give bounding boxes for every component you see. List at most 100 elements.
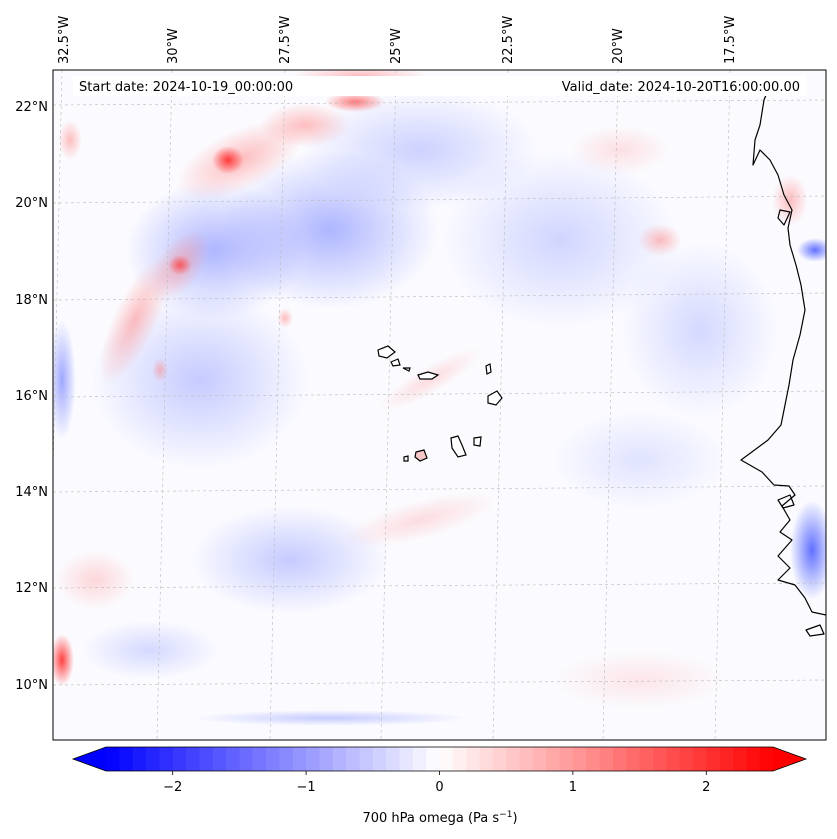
- lon-label: 30°W: [166, 28, 181, 64]
- colorbar-segment: [319, 747, 334, 771]
- island-santiago: [450, 435, 467, 458]
- colorbar-tick-label: −2: [163, 780, 182, 795]
- island-brava: [403, 455, 409, 462]
- colorbar-segment: [279, 747, 294, 771]
- colorbar-segment: [519, 747, 534, 771]
- colorbar-segment: [226, 747, 240, 771]
- colorbar-segment: [612, 747, 627, 771]
- colorbar: −2 −1 0 1 2 700 hPa omega (Pa s−1): [71, 746, 808, 826]
- colorbar-segment: [732, 747, 747, 771]
- longitude-labels: 32.5°W 30°W 27.5°W 25°W 22.5°W 20°W 17.5…: [57, 16, 738, 64]
- colorbar-max-arrow: [773, 747, 806, 771]
- colorbar-segment: [746, 747, 761, 771]
- colorbar-tick-label: 2: [702, 780, 710, 795]
- colorbar-segment: [692, 747, 707, 771]
- colorbar-tick-label: 1: [569, 780, 577, 795]
- cape-verde-islands: [377, 345, 503, 462]
- colorbar-segment: [452, 747, 467, 771]
- colorbar-segment: [146, 747, 160, 771]
- colorbar-segment: [266, 747, 281, 771]
- omega-field: [53, 70, 826, 740]
- colorbar-segment: [706, 747, 721, 771]
- colorbar-segment: [626, 747, 641, 771]
- island-maio: [473, 436, 482, 447]
- colorbar-segment: [586, 747, 601, 771]
- colorbar-segment: [292, 747, 307, 771]
- colorbar-segment: [652, 747, 667, 771]
- colorbar-segment: [572, 747, 587, 771]
- colorbar-segments: [106, 747, 774, 771]
- island-sal: [485, 363, 492, 375]
- descent-patches: [53, 70, 808, 710]
- colorbar-segment: [599, 747, 614, 771]
- colorbar-segment: [186, 747, 200, 771]
- colorbar-segment: [666, 747, 681, 771]
- lat-label: 10°N: [15, 678, 48, 693]
- island-fogo: [414, 449, 428, 462]
- colorbar-segment: [372, 747, 387, 771]
- colorbar-segment: [252, 747, 267, 771]
- ascent-patches: [53, 90, 826, 726]
- island-santa-luzia: [402, 367, 411, 372]
- lon-label: 17.5°W: [723, 16, 738, 64]
- colorbar-segment: [199, 747, 214, 771]
- lon-label: 27.5°W: [278, 16, 293, 64]
- colorbar-segment: [346, 747, 361, 771]
- colorbar-segment: [466, 747, 481, 771]
- colorbar-segment: [479, 747, 494, 771]
- gridlines: [53, 70, 826, 740]
- latitude-labels: 22°N 20°N 18°N 16°N 14°N 12°N 10°N: [15, 100, 48, 693]
- colorbar-segment: [119, 747, 134, 771]
- colorbar-segment: [679, 747, 694, 771]
- lat-label: 18°N: [15, 293, 48, 308]
- lon-label: 20°W: [611, 28, 626, 64]
- colorbar-segment: [332, 747, 347, 771]
- colorbar-segment: [759, 747, 774, 771]
- start-date-label: Start date: 2024-10-19_00:00:00: [79, 80, 293, 95]
- colorbar-segment: [426, 747, 441, 771]
- colorbar-tick-label: −1: [297, 780, 316, 795]
- colorbar-segment: [546, 747, 561, 771]
- lat-label: 22°N: [15, 100, 48, 115]
- colorbar-segment: [532, 747, 547, 771]
- colorbar-label: 700 hPa omega (Pa s−1): [362, 810, 517, 826]
- lat-label: 12°N: [15, 581, 48, 596]
- colorbar-ticks: −2 −1 0 1 2: [163, 771, 710, 795]
- island-santo-antao: [377, 345, 396, 359]
- colorbar-tick-label: 0: [435, 780, 443, 795]
- lon-label: 22.5°W: [501, 16, 516, 64]
- island-boa-vista: [487, 390, 503, 406]
- colorbar-segment: [399, 747, 414, 771]
- colorbar-segment: [639, 747, 654, 771]
- lat-label: 14°N: [15, 485, 48, 500]
- colorbar-segment: [106, 747, 120, 771]
- colorbar-segment: [506, 747, 521, 771]
- colorbar-segment: [359, 747, 374, 771]
- colorbar-segment: [719, 747, 734, 771]
- colorbar-segment: [212, 747, 227, 771]
- colorbar-segment: [439, 747, 454, 771]
- colorbar-outline: [71, 746, 808, 772]
- colorbar-segment: [132, 747, 147, 771]
- coastlines: [740, 84, 826, 637]
- colorbar-segment: [172, 747, 187, 771]
- colorbar-segment: [492, 747, 507, 771]
- colorbar-segment: [559, 747, 574, 771]
- colorbar-segment: [159, 747, 174, 771]
- island-sao-nicolau: [417, 371, 440, 380]
- lat-label: 20°N: [15, 196, 48, 211]
- lat-label: 16°N: [15, 389, 48, 404]
- island-sao-vicente: [390, 358, 401, 367]
- colorbar-segment: [306, 747, 321, 771]
- colorbar-segment: [412, 747, 427, 771]
- date-banner: [73, 76, 806, 96]
- colorbar-segment: [239, 747, 254, 771]
- lon-label: 25°W: [389, 28, 404, 64]
- colorbar-min-arrow: [73, 747, 106, 771]
- lon-label: 32.5°W: [57, 16, 72, 64]
- colorbar-segment: [386, 747, 401, 771]
- map-frame: [52, 69, 827, 741]
- valid-date-label: Valid_date: 2024-10-20T16:00:00.00: [562, 80, 800, 95]
- africa-coastline: [740, 84, 826, 616]
